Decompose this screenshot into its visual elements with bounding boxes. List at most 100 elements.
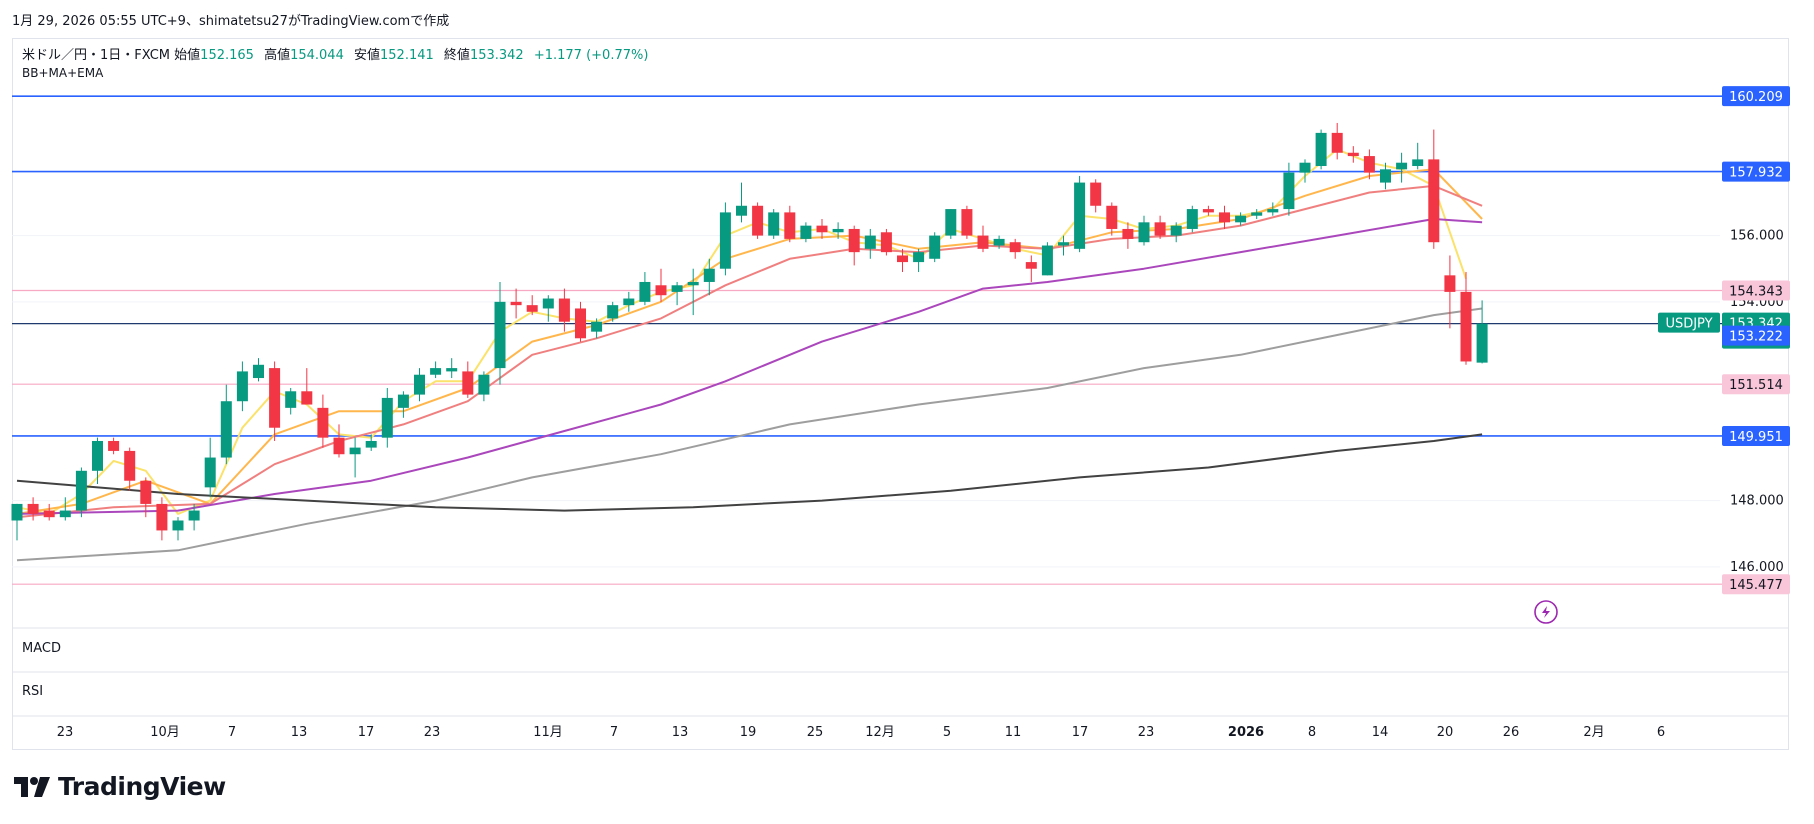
x-tick-label: 20	[1437, 725, 1454, 740]
open-value: 152.165	[200, 48, 254, 63]
candle	[1106, 202, 1118, 236]
horizontal-line-label: 157.932	[1729, 166, 1783, 181]
candle	[494, 281, 506, 385]
candle-body	[301, 391, 313, 405]
candle	[349, 437, 361, 478]
candle-body	[1138, 222, 1150, 243]
candle	[1170, 222, 1182, 243]
macd-pane-label[interactable]: MACD	[22, 641, 61, 656]
candle	[1315, 129, 1327, 170]
tradingview-logo[interactable]: TradingView	[14, 772, 226, 801]
x-tick-label: 19	[740, 725, 757, 740]
candle	[655, 268, 667, 302]
candle-body	[1363, 156, 1375, 173]
candle-body	[349, 447, 361, 455]
candle	[1428, 129, 1440, 249]
candle	[1347, 146, 1359, 163]
candle	[961, 205, 973, 239]
horizontal-line-tag	[1722, 425, 1790, 446]
candle	[816, 219, 828, 239]
candle	[1186, 205, 1198, 233]
horizontal-line-label: 160.209	[1729, 90, 1783, 105]
candle-body	[1460, 291, 1472, 362]
bid-price-label: 153.222	[1729, 330, 1783, 345]
candle	[897, 248, 908, 273]
candle-body	[317, 407, 329, 438]
candle-body	[414, 374, 425, 395]
candle	[848, 225, 860, 266]
candle	[446, 358, 458, 379]
candle-body	[1090, 182, 1102, 206]
candle-body	[784, 212, 796, 239]
candle-body	[929, 235, 941, 259]
ma-line	[16, 433, 1483, 512]
candle-body	[1267, 209, 1279, 213]
x-tick-label: 10月	[150, 725, 180, 740]
candle-body	[11, 503, 23, 521]
bid-price-tag	[1722, 325, 1790, 346]
candle-body	[1058, 242, 1069, 246]
candle-body	[75, 470, 87, 511]
candle	[752, 202, 764, 239]
candle-body	[236, 371, 248, 402]
horizontal-line-label: 145.477	[1729, 578, 1783, 593]
candle	[558, 288, 570, 332]
candle	[1412, 142, 1424, 170]
candle-body	[816, 225, 828, 233]
ma-line	[16, 307, 1483, 562]
candle-body	[703, 268, 715, 282]
candle	[75, 467, 87, 518]
candle	[1363, 149, 1375, 180]
candle	[1380, 162, 1391, 190]
ma-line	[16, 218, 1483, 515]
candle	[317, 394, 329, 448]
candle	[156, 497, 168, 541]
candle	[736, 182, 747, 223]
price-tags: 160.209 157.932 154.343 151.514 149.951 145.4…	[1658, 86, 1790, 595]
candle	[526, 295, 538, 316]
candle-body	[478, 374, 490, 395]
x-tick-label: 8	[1308, 725, 1316, 740]
candle-body	[140, 480, 152, 504]
candle-body	[639, 281, 651, 302]
candle-body	[446, 368, 458, 372]
candle	[1219, 205, 1230, 229]
x-tick-label: 23	[424, 725, 441, 740]
x-tick-label: 7	[610, 725, 618, 740]
candle-body	[993, 238, 1005, 246]
candle	[140, 477, 152, 518]
candle-body	[43, 510, 55, 518]
x-tick-label: 7	[228, 725, 236, 740]
rsi-pane-label[interactable]: RSI	[22, 684, 44, 699]
candle-body	[1380, 169, 1391, 183]
x-tick-label: 11月	[533, 725, 563, 740]
candle	[913, 248, 925, 273]
candle-body	[172, 520, 184, 531]
tradingview-logo-icon	[14, 776, 50, 797]
low-value: 152.141	[380, 48, 434, 63]
horizontal-line-tag	[1722, 280, 1790, 301]
candle	[510, 288, 522, 319]
candle-body	[864, 235, 876, 249]
candle-body	[623, 298, 635, 306]
candle	[1058, 235, 1069, 256]
x-tick-label: 2026	[1228, 725, 1264, 740]
candle	[623, 291, 635, 312]
candle	[1074, 175, 1086, 253]
candle-body	[913, 252, 925, 263]
candle-body	[1154, 222, 1166, 236]
candle	[365, 434, 377, 451]
candle-body	[397, 394, 409, 408]
x-tick-label: 13	[291, 725, 308, 740]
candle-body	[1025, 262, 1037, 269]
candle	[639, 272, 651, 306]
candle	[253, 358, 264, 382]
indicator-label[interactable]: BB+MA+EMA	[22, 66, 104, 80]
candle	[1283, 162, 1295, 216]
candle-body	[253, 364, 264, 379]
candle	[607, 301, 619, 322]
ohlc-legend: 米ドル／円・1日・FXCM 始値152.165 高値154.044 安値152.…	[22, 44, 648, 63]
candle	[414, 368, 425, 402]
candle-body	[945, 209, 957, 236]
